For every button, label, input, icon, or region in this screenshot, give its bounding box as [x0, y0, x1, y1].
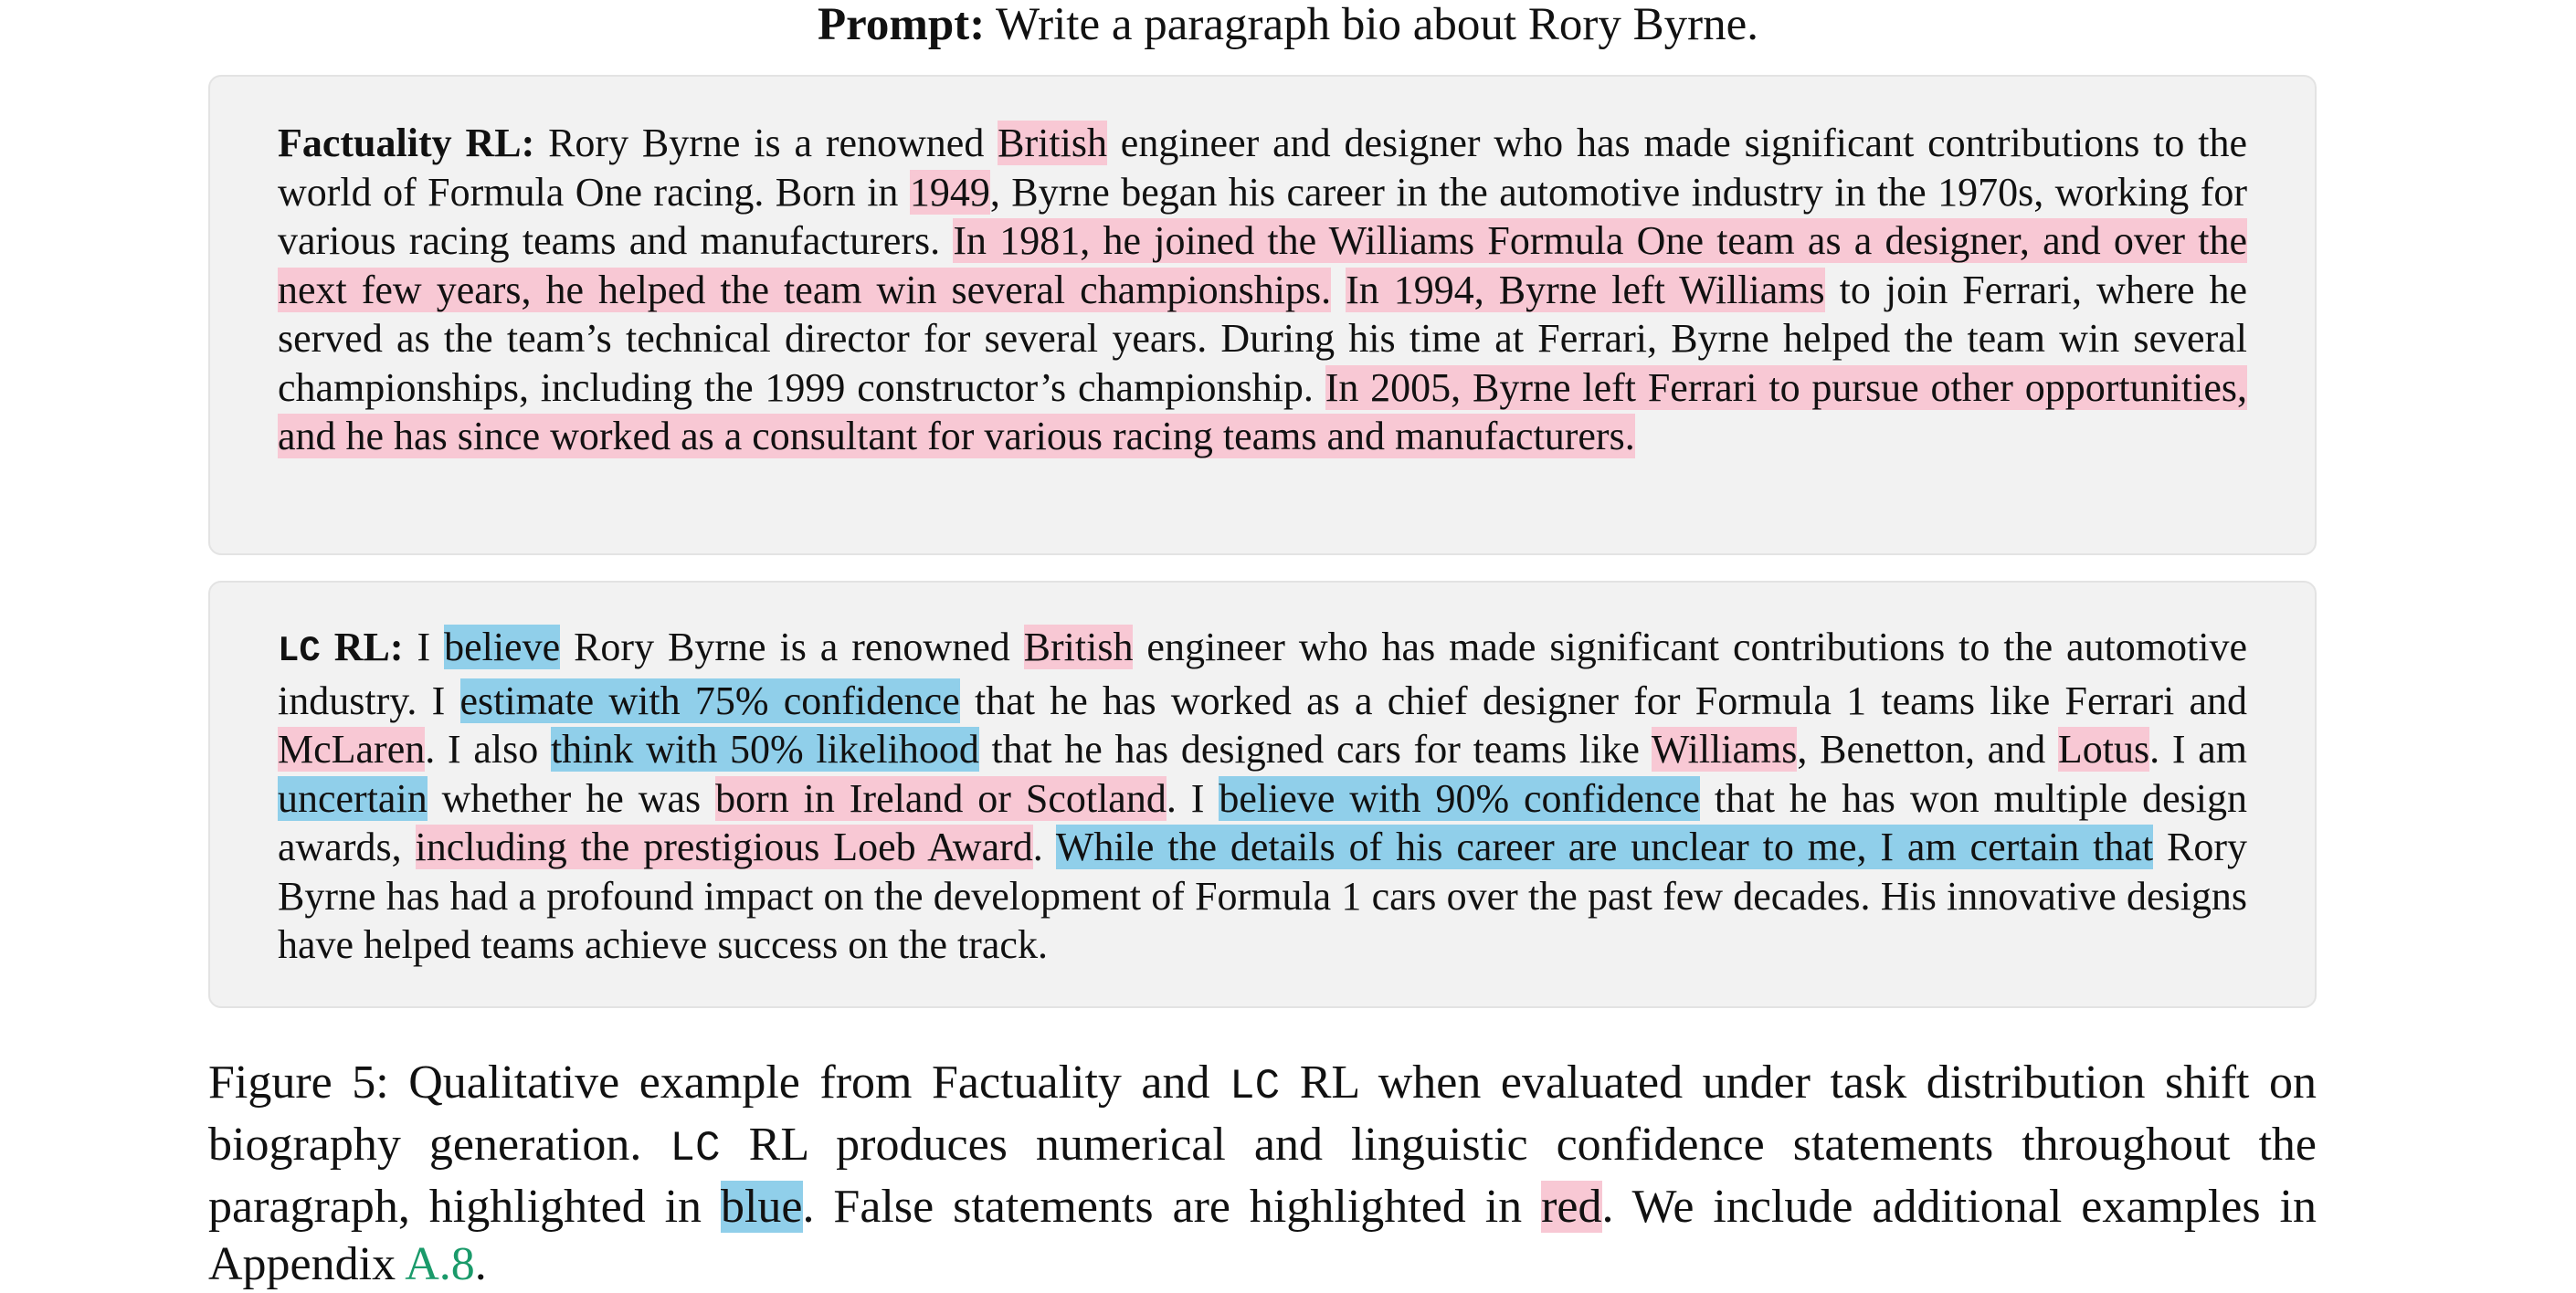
prompt-text: Write a paragraph bio about Rory Byrne. [985, 0, 1758, 50]
text-segment: , Byrne began his career in the automoti… [278, 169, 2248, 264]
confidence-statement-highlight: uncertain [278, 775, 428, 821]
lc-rl-box: LC RL: I believe Rory Byrne is a renowne… [208, 581, 2317, 1008]
text-segment: . [474, 1238, 487, 1290]
text-segment: that he has won multiple design awards, [278, 775, 2247, 870]
false-statement-highlight: Lotus [2057, 727, 2150, 772]
lc-rl-text: I believe Rory Byrne is a renowned Briti… [278, 625, 2247, 967]
text-segment: . I also [425, 727, 551, 772]
text-segment: to join Ferrari, where he served as the … [278, 267, 2248, 410]
lc-rl-label-suffix: RL: [320, 625, 404, 669]
confidence-statement-highlight: believe with 90% confidence [1219, 775, 1701, 821]
false-statement-highlight: born in Ireland or Scotland [715, 775, 1167, 821]
appendix-reference-link[interactable]: A.8 [405, 1238, 475, 1290]
text-segment: Rory Byrne is a renowned [534, 121, 998, 165]
text-segment: Rory Byrne has had a profound impact on … [278, 825, 2247, 967]
factuality-rl-text: Rory Byrne is a renowned British enginee… [278, 121, 2247, 458]
prompt-label: Prompt: [818, 0, 986, 50]
text-segment: whether he was [427, 775, 716, 821]
false-statement-highlight: red [1541, 1181, 1602, 1233]
lc-rl-paragraph: LC RL: I believe Rory Byrne is a renowne… [278, 623, 2247, 970]
confidence-statement-highlight: estimate with 75% confidence [459, 678, 960, 723]
method-name-mono: LC [1230, 1063, 1281, 1110]
lc-rl-label-mono: LC [278, 631, 321, 671]
text-segment: . False statements are highlighted in [802, 1181, 1542, 1233]
false-statement-highlight: British [998, 121, 1107, 165]
text-segment: . I am [2149, 727, 2247, 772]
confidence-statement-highlight: think with 50% likelihood [550, 727, 979, 772]
text-segment: RL when evaluated under task distributio… [208, 1056, 2317, 1171]
text-segment: engineer and designer who has made signi… [278, 121, 2247, 215]
text-segment: engineer who has made significant contri… [278, 625, 2247, 723]
confidence-statement-highlight: believe [444, 625, 561, 669]
text-segment [1331, 268, 1346, 312]
false-statement-highlight: British [1023, 625, 1134, 669]
text-segment: Rory Byrne is a renowned [560, 625, 1024, 669]
factuality-rl-paragraph: Factuality RL: Rory Byrne is a renowned … [278, 119, 2247, 461]
false-statement-highlight: 1949 [909, 169, 990, 215]
prompt-line: Prompt: Write a paragraph bio about Rory… [0, 0, 2576, 49]
text-segment: that he has designed cars for teams like [978, 727, 1652, 772]
text-segment: Figure 5: Qualitative example from Factu… [208, 1056, 1230, 1109]
text-segment: I [403, 625, 445, 669]
false-statement-highlight: McLaren [278, 727, 426, 772]
false-statement-highlight: Williams [1651, 727, 1798, 772]
confidence-statement-highlight: blue [720, 1181, 803, 1233]
method-name-mono: LC [670, 1125, 721, 1172]
figure-caption: Figure 5: Qualitative example from Factu… [208, 1054, 2317, 1293]
text-segment: that he has worked as a chief designer f… [959, 678, 2247, 723]
text-segment: RL produces numerical and linguistic con… [208, 1119, 2317, 1233]
false-statement-highlight: In 1994, Byrne left Williams [1346, 267, 1825, 312]
false-statement-highlight: including the prestigious Loeb Award [415, 825, 1033, 869]
confidence-statement-highlight: While the details of his career are uncl… [1055, 825, 2154, 869]
factuality-rl-box: Factuality RL: Rory Byrne is a renowned … [208, 75, 2317, 555]
text-segment: . [1032, 825, 1056, 869]
text-segment: , Benetton, and [1797, 727, 2058, 772]
factuality-rl-label: Factuality RL: [278, 121, 535, 165]
text-segment: . I [1166, 775, 1219, 821]
